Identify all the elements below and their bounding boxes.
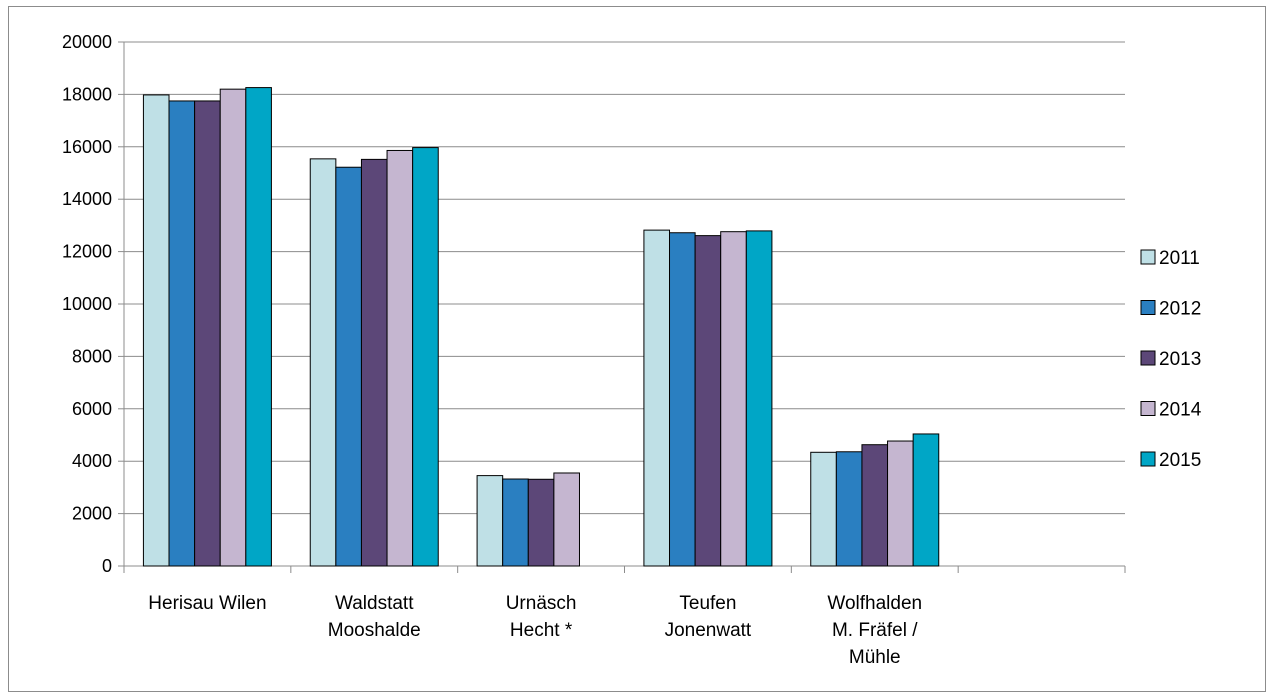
category-label: Mooshalde [328, 620, 421, 641]
legend-swatch-2011 [1140, 249, 1156, 265]
bar-2011 [142, 94, 170, 567]
category-label: Waldstatt [335, 593, 414, 614]
y-tick-label: 0 [102, 556, 112, 576]
legend-label: 2014 [1159, 400, 1202, 421]
category-label: M. Fräfel / [832, 620, 918, 641]
y-tick-label: 18000 [62, 84, 112, 104]
legend-label: 2011 [1159, 248, 1200, 269]
legend-swatch-2014 [1140, 401, 1156, 416]
legend-swatch-2012 [1140, 300, 1156, 315]
legend-swatch-2013 [1140, 350, 1156, 366]
legend-label: 2012 [1159, 299, 1201, 320]
y-tick-label: 20000 [62, 32, 112, 52]
bar-2013 [861, 444, 889, 567]
category-label: Wolfhalden [827, 593, 922, 614]
y-tick-label: 2000 [72, 504, 112, 524]
bar-2014 [219, 88, 247, 567]
legend-label: 2013 [1159, 349, 1201, 370]
bar-2014 [553, 472, 580, 567]
bar-2015 [912, 433, 940, 567]
y-tick-label: 4000 [72, 451, 112, 471]
bar-2014 [887, 440, 914, 567]
bar-2011 [309, 158, 337, 567]
legend-label: 2015 [1159, 450, 1201, 471]
y-tick-label: 14000 [62, 189, 112, 209]
bar-2012 [669, 232, 696, 567]
category-label: Teufen [679, 593, 736, 614]
bar-2012 [168, 100, 196, 567]
category-label: Mühle [849, 647, 901, 668]
bar-2014 [386, 149, 414, 567]
bar-2013 [360, 158, 388, 567]
y-tick-label: 12000 [62, 242, 112, 262]
y-tick-label: 16000 [62, 137, 112, 157]
bar-2013 [694, 235, 722, 567]
bar-2012 [335, 166, 362, 567]
y-tick-label: 8000 [72, 346, 112, 366]
category-label: Hecht * [510, 620, 573, 641]
bar-2014 [720, 231, 747, 567]
bar-2013 [194, 100, 221, 567]
y-tick-label: 10000 [62, 294, 112, 314]
category-label: Jonenwatt [665, 620, 752, 641]
bar-2012 [835, 451, 863, 567]
bar-2015 [745, 230, 773, 567]
category-label: Herisau Wilen [148, 593, 266, 614]
bar-2011 [476, 475, 504, 567]
bar-2015 [412, 147, 439, 567]
bar-2011 [810, 451, 837, 567]
bar-2011 [643, 229, 671, 567]
legend-swatch-2015 [1140, 451, 1156, 467]
bar-2013 [527, 478, 555, 567]
y-tick-label: 6000 [72, 399, 112, 419]
bar-2015 [245, 87, 272, 567]
category-label: Urnäsch [506, 593, 577, 614]
bar-2012 [502, 478, 529, 567]
